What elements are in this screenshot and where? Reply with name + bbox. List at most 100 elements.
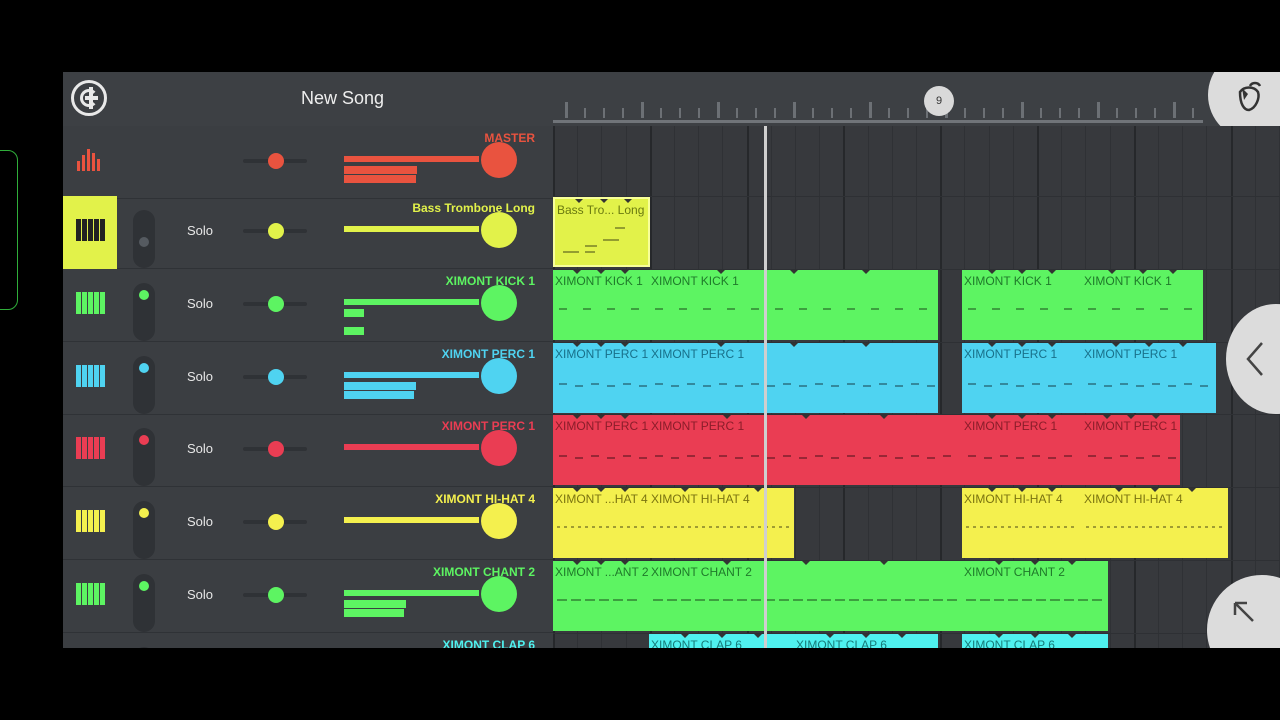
timeline-ruler[interactable] xyxy=(553,72,1203,126)
mute-toggle[interactable] xyxy=(133,283,155,341)
piano-keys-icon[interactable] xyxy=(63,342,117,415)
pan-knob[interactable] xyxy=(268,369,284,385)
playhead-line[interactable] xyxy=(764,126,767,648)
track-row[interactable]: XIMONT CLAP 6Solo xyxy=(63,633,553,648)
note-mark xyxy=(653,599,663,601)
solo-button[interactable]: Solo xyxy=(187,223,214,238)
piano-keys-icon[interactable] xyxy=(63,196,117,269)
piano-keys-icon[interactable] xyxy=(63,633,117,648)
pattern-clip[interactable]: XIMONT CHANT 2 xyxy=(649,561,962,631)
pattern-clip[interactable]: XIMONT PERC 1 xyxy=(962,415,1082,485)
track-row[interactable]: XIMONT PERC 1 Solo xyxy=(63,414,553,487)
track-row[interactable]: XIMONT PERC 1 Solo xyxy=(63,342,553,415)
volume-knob[interactable] xyxy=(481,212,517,248)
pattern-clip[interactable]: XIMONT KICK 1 xyxy=(1082,270,1203,340)
pan-knob[interactable] xyxy=(268,223,284,239)
clip-marker xyxy=(597,270,605,274)
piano-keys-icon[interactable] xyxy=(63,487,117,560)
pattern-clip[interactable]: XIMONT PERC 1 xyxy=(649,343,938,413)
note-mark xyxy=(631,308,639,310)
track-name[interactable]: XIMONT PERC 1 xyxy=(441,419,535,433)
mute-toggle[interactable] xyxy=(133,574,155,632)
solo-button[interactable]: Solo xyxy=(187,587,214,602)
playlist[interactable]: Bass Tro... Long XIMONT KICK 1 XIMONT KICK… xyxy=(553,126,1280,648)
playhead-marker[interactable]: 9 xyxy=(924,86,954,116)
track-name[interactable]: XIMONT CHANT 2 xyxy=(433,565,535,579)
track-row[interactable]: MASTER xyxy=(63,126,553,199)
volume-slider[interactable] xyxy=(344,299,479,305)
pattern-clip[interactable]: XIMONT HI-HAT 4 xyxy=(1082,488,1228,558)
pattern-clip[interactable]: XIMONT KICK 1 xyxy=(649,270,938,340)
volume-slider[interactable] xyxy=(344,372,479,378)
pattern-clip[interactable]: XIMONT HI-HAT 4 xyxy=(962,488,1082,558)
clip-label: XIMONT PERC 1 xyxy=(964,419,1058,433)
volume-slider[interactable] xyxy=(344,517,479,523)
volume-slider[interactable] xyxy=(344,156,479,162)
pattern-clip[interactable]: XIMONT PERC 1 xyxy=(1082,415,1180,485)
mute-toggle[interactable] xyxy=(133,501,155,559)
volume-knob[interactable] xyxy=(481,576,517,612)
pattern-clip[interactable]: XIMONT PERC 1 xyxy=(962,343,1082,413)
pan-knob[interactable] xyxy=(268,587,284,603)
note-mark xyxy=(799,384,807,387)
pattern-clip[interactable]: XIMONT ...ANT 2 xyxy=(553,561,649,631)
pan-knob[interactable] xyxy=(268,153,284,169)
track-name[interactable]: XIMONT PERC 1 xyxy=(441,347,535,361)
song-title[interactable]: New Song xyxy=(301,88,385,108)
note-mark xyxy=(1022,526,1025,528)
piano-keys-icon[interactable] xyxy=(63,414,117,487)
track-name[interactable]: XIMONT KICK 1 xyxy=(445,274,535,288)
pattern-clip[interactable]: XIMONT CLAP 6 xyxy=(794,634,938,648)
pattern-clip[interactable]: XIMONT PERC 1 xyxy=(553,343,649,413)
note-mark xyxy=(966,599,976,601)
mute-toggle[interactable] xyxy=(133,647,155,648)
piano-keys-icon[interactable] xyxy=(63,560,117,633)
solo-button[interactable]: Solo xyxy=(187,369,214,384)
mute-toggle[interactable] xyxy=(133,356,155,414)
pattern-clip[interactable]: XIMONT ...HAT 4 xyxy=(553,488,649,558)
clip-marker xyxy=(597,561,605,565)
pattern-clip[interactable]: XIMONT KICK 1 xyxy=(962,270,1082,340)
app-menu-icon[interactable] xyxy=(71,80,107,116)
pattern-clip[interactable]: Bass Tro... Long xyxy=(553,197,650,267)
track-name[interactable]: XIMONT CLAP 6 xyxy=(442,638,535,648)
volume-slider[interactable] xyxy=(344,590,479,596)
pan-knob[interactable] xyxy=(268,514,284,530)
track-name[interactable]: MASTER xyxy=(484,131,535,145)
volume-knob[interactable] xyxy=(481,503,517,539)
track-name[interactable]: XIMONT HI-HAT 4 xyxy=(435,492,535,506)
volume-slider[interactable] xyxy=(344,444,479,450)
volume-knob[interactable] xyxy=(481,142,517,178)
note-mark xyxy=(1086,526,1089,528)
volume-knob[interactable] xyxy=(481,358,517,394)
solo-button[interactable]: Solo xyxy=(187,441,214,456)
pattern-clip[interactable]: XIMONT CHANT 2 xyxy=(962,561,1108,631)
mute-toggle[interactable] xyxy=(133,428,155,486)
volume-slider[interactable] xyxy=(344,226,479,232)
track-row[interactable]: Bass Trombone Long Solo xyxy=(63,196,553,269)
pattern-clip[interactable]: XIMONT CLAP 6 xyxy=(649,634,794,648)
track-row[interactable]: XIMONT HI-HAT 4 Solo xyxy=(63,487,553,560)
ruler-tick xyxy=(622,108,624,118)
pattern-clip[interactable]: XIMONT HI-HAT 4 xyxy=(649,488,794,558)
note-mark xyxy=(591,454,599,457)
mute-toggle[interactable] xyxy=(133,210,155,268)
solo-button[interactable]: Solo xyxy=(187,296,214,311)
pattern-clip[interactable]: XIMONT PERC 1 xyxy=(649,415,962,485)
pattern-clip[interactable]: XIMONT CLAP 6 xyxy=(962,634,1108,648)
mixer-icon[interactable] xyxy=(63,126,117,199)
volume-knob[interactable] xyxy=(481,430,517,466)
track-name[interactable]: Bass Trombone Long xyxy=(412,201,535,215)
pattern-clip[interactable]: XIMONT KICK 1 xyxy=(553,270,649,340)
pattern-clip[interactable]: XIMONT PERC 1 xyxy=(1082,343,1216,413)
track-row[interactable]: XIMONT KICK 1 Solo xyxy=(63,269,553,342)
piano-keys-icon[interactable] xyxy=(63,269,117,342)
clip-marker xyxy=(681,634,689,638)
pattern-clip[interactable]: XIMONT PERC 1 xyxy=(553,415,649,485)
track-row[interactable]: XIMONT CHANT 2 Solo xyxy=(63,560,553,633)
level-meter xyxy=(344,166,417,174)
pan-knob[interactable] xyxy=(268,296,284,312)
volume-knob[interactable] xyxy=(481,285,517,321)
pan-knob[interactable] xyxy=(268,441,284,457)
solo-button[interactable]: Solo xyxy=(187,514,214,529)
